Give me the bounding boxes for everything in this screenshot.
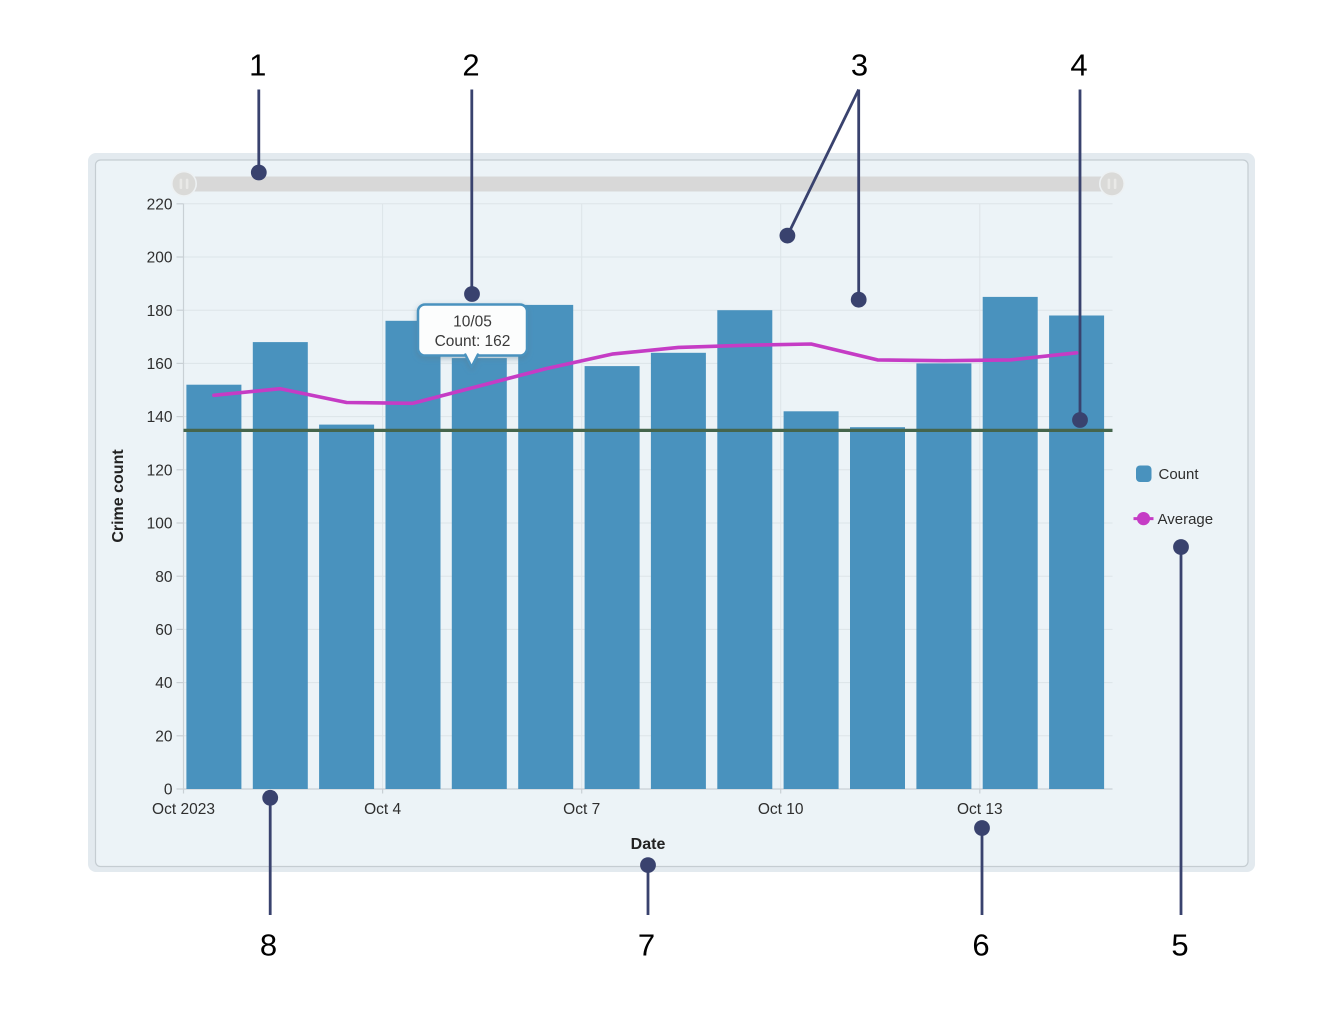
svg-text:20: 20 (155, 728, 173, 745)
svg-text:80: 80 (155, 569, 173, 586)
svg-text:Date: Date (631, 836, 666, 853)
svg-text:Oct 10: Oct 10 (758, 801, 804, 818)
svg-text:100: 100 (147, 516, 173, 533)
svg-text:2: 2 (462, 48, 479, 83)
svg-text:60: 60 (155, 622, 173, 639)
svg-text:120: 120 (147, 462, 173, 479)
svg-text:Oct 13: Oct 13 (957, 801, 1003, 818)
svg-text:160: 160 (147, 356, 173, 373)
svg-text:200: 200 (147, 250, 173, 267)
svg-text:Count: 162: Count: 162 (435, 333, 511, 350)
svg-text:140: 140 (147, 409, 173, 426)
svg-text:Oct 7: Oct 7 (563, 801, 600, 818)
svg-text:10/05: 10/05 (453, 314, 492, 331)
svg-text:5: 5 (1171, 928, 1188, 963)
svg-text:3: 3 (851, 48, 868, 83)
svg-text:Crime count: Crime count (110, 449, 127, 543)
svg-text:Average: Average (1158, 511, 1214, 528)
svg-text:8: 8 (260, 928, 277, 963)
svg-text:6: 6 (972, 928, 989, 963)
svg-text:Count: Count (1159, 466, 1200, 483)
svg-text:40: 40 (155, 675, 173, 692)
svg-text:Oct 4: Oct 4 (364, 801, 401, 818)
svg-text:7: 7 (638, 928, 655, 963)
svg-text:4: 4 (1070, 48, 1087, 83)
svg-text:220: 220 (147, 196, 173, 213)
svg-text:0: 0 (164, 782, 173, 799)
svg-text:Oct 2023: Oct 2023 (152, 801, 215, 818)
svg-text:1: 1 (249, 48, 266, 83)
svg-text:180: 180 (147, 303, 173, 320)
